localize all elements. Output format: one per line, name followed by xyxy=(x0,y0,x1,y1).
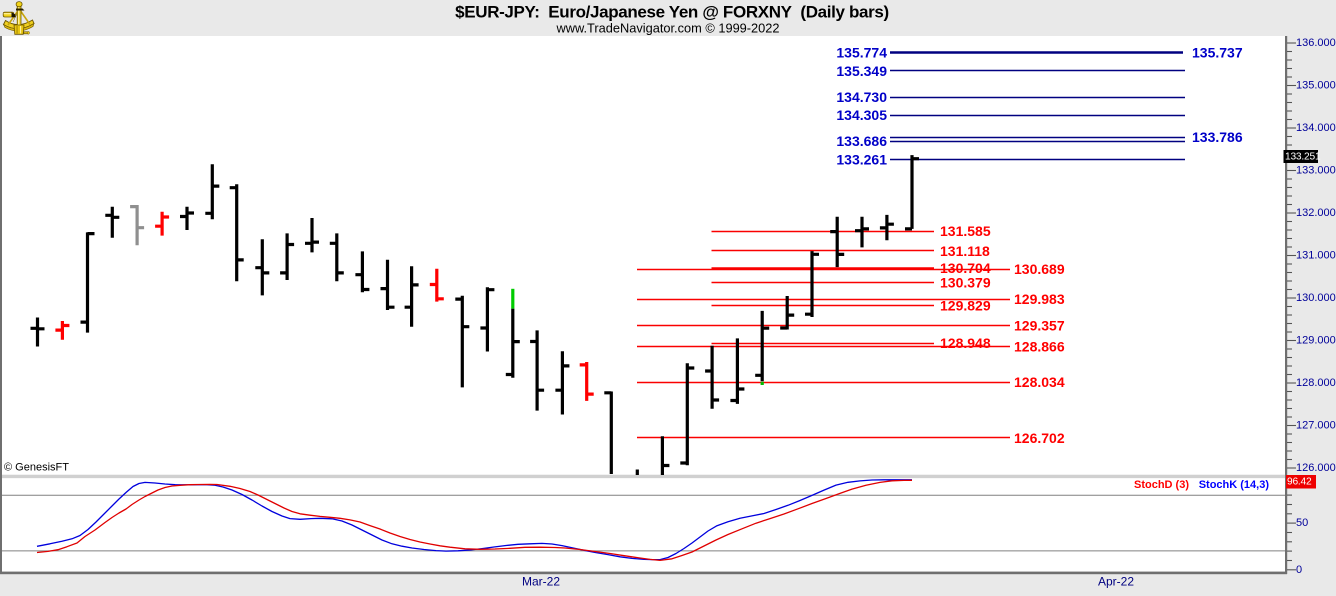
svg-text:130.000: 130.000 xyxy=(1296,292,1336,304)
svg-text:© GenesisFT: © GenesisFT xyxy=(4,462,69,474)
svg-text:128.866: 128.866 xyxy=(1014,339,1065,355)
svg-text:96.42: 96.42 xyxy=(1287,477,1312,488)
svg-text:133.251: 133.251 xyxy=(1285,152,1321,163)
svg-text:132.000: 132.000 xyxy=(1296,207,1336,219)
svg-text:131.118: 131.118 xyxy=(940,243,990,259)
svg-text:134.730: 134.730 xyxy=(836,89,887,105)
svg-text:133.686: 133.686 xyxy=(836,133,887,149)
svg-text:130.689: 130.689 xyxy=(1014,261,1065,277)
svg-text:133.261: 133.261 xyxy=(836,152,887,168)
svg-text:128.000: 128.000 xyxy=(1296,377,1336,389)
svg-text:128.034: 128.034 xyxy=(1014,374,1065,390)
svg-text:135.349: 135.349 xyxy=(836,63,887,79)
svg-text:131.585: 131.585 xyxy=(940,223,991,239)
svg-text:Mar-22: Mar-22 xyxy=(522,575,560,589)
svg-text:131.000: 131.000 xyxy=(1296,250,1336,262)
svg-text:129.983: 129.983 xyxy=(1014,291,1065,307)
svg-text:StochD (3): StochD (3) xyxy=(1134,479,1189,491)
svg-text:129.000: 129.000 xyxy=(1296,335,1336,347)
svg-text:130.379: 130.379 xyxy=(940,274,991,290)
svg-text:129.829: 129.829 xyxy=(940,298,991,314)
svg-text:134.305: 134.305 xyxy=(836,107,887,123)
svg-text:133.000: 133.000 xyxy=(1296,165,1336,177)
svg-text:0: 0 xyxy=(1296,564,1302,576)
svg-text:135.737: 135.737 xyxy=(1192,44,1243,60)
svg-text:135.774: 135.774 xyxy=(836,44,887,60)
svg-text:133.786: 133.786 xyxy=(1192,129,1243,145)
svg-text:$EUR-JPY: Euro/Japanese Yen @: $EUR-JPY: Euro/Japanese Yen @ FORXNY (Da… xyxy=(455,3,889,22)
svg-text:135.000: 135.000 xyxy=(1296,80,1336,92)
svg-text:134.000: 134.000 xyxy=(1296,122,1336,134)
svg-text:136.000: 136.000 xyxy=(1296,37,1336,49)
svg-text:129.357: 129.357 xyxy=(1014,318,1065,334)
svg-text:StochK (14,3): StochK (14,3) xyxy=(1199,479,1270,491)
svg-text:50: 50 xyxy=(1296,517,1308,529)
svg-text:126.702: 126.702 xyxy=(1014,430,1065,446)
svg-text:130.704: 130.704 xyxy=(940,260,991,276)
svg-text:127.000: 127.000 xyxy=(1296,420,1336,432)
svg-text:Apr-22: Apr-22 xyxy=(1098,575,1134,589)
svg-text:126.000: 126.000 xyxy=(1296,462,1336,474)
svg-text:www.TradeNavigator.com © 1999-: www.TradeNavigator.com © 1999-2022 xyxy=(555,21,779,36)
svg-text:128.948: 128.948 xyxy=(940,335,991,351)
